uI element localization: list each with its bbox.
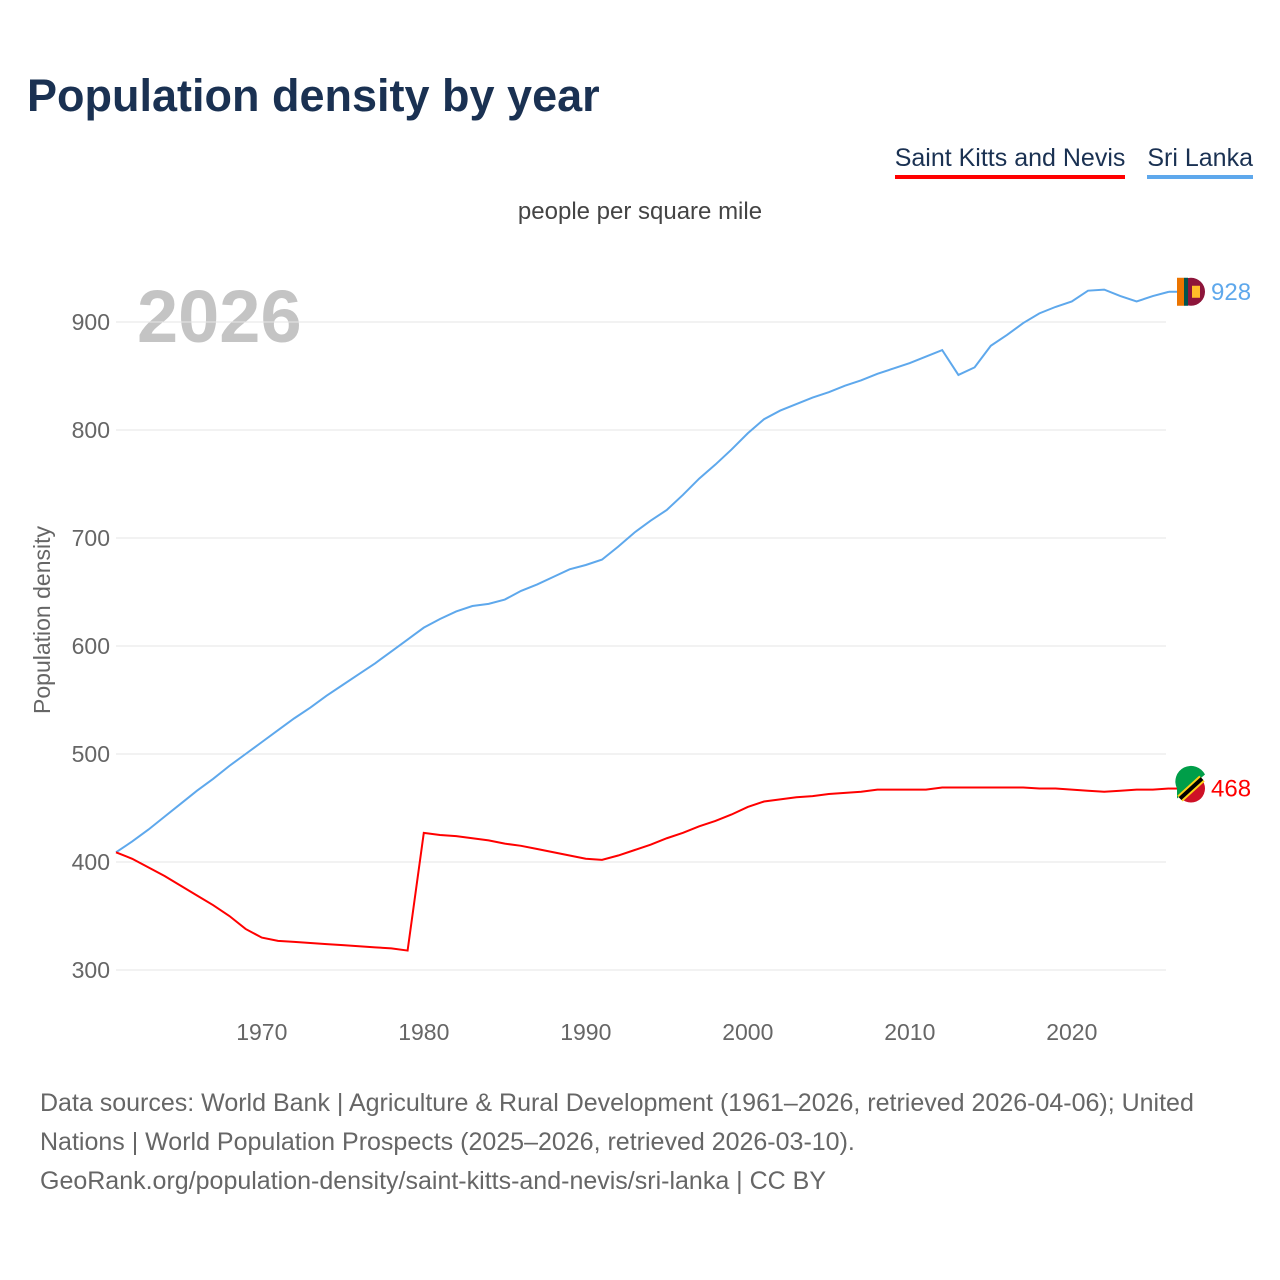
end-value-label: 928 (1211, 279, 1251, 306)
year-watermark: 2026 (137, 275, 302, 358)
footer: Data sources: World Bank | Agriculture &… (40, 1084, 1250, 1201)
x-tick-label: 1990 (560, 1019, 611, 1045)
x-tick-label: 2020 (1046, 1019, 1097, 1045)
y-tick-label: 700 (72, 525, 110, 551)
data-sources: Data sources: World Bank | Agriculture &… (40, 1089, 1194, 1156)
y-tick-label: 800 (72, 417, 110, 443)
x-tick-label: 2000 (722, 1019, 773, 1045)
series-line-saint-kitts-and-nevis (115, 786, 1170, 952)
legend-item-saint-kitts-and-nevis[interactable]: Saint Kitts and Nevis (894, 144, 1126, 179)
page-title: Population density by year (27, 70, 600, 121)
y-axis-label: Population density (29, 526, 55, 714)
x-tick-label: 1970 (236, 1019, 287, 1045)
x-tick-label: 1980 (398, 1019, 449, 1045)
flag-lion (1192, 285, 1200, 298)
chart-subtitle: people per square mile (517, 198, 763, 225)
y-tick-label: 400 (72, 849, 110, 875)
flag-green (1175, 765, 1205, 799)
y-tick-label: 300 (72, 957, 110, 983)
end-value-label: 468 (1211, 776, 1251, 803)
flag-stripe (1177, 277, 1184, 306)
x-tick-label: 2010 (884, 1019, 935, 1045)
legend: Saint Kitts and Nevis Sri Lanka (894, 144, 1253, 179)
flag-band-black (1178, 777, 1204, 801)
y-tick-label: 500 (72, 741, 110, 767)
y-tick-label: 900 (72, 309, 110, 335)
flag-stripe (1184, 277, 1188, 306)
legend-item-sri-lanka[interactable]: Sri Lanka (1147, 144, 1253, 179)
y-tick-label: 600 (72, 633, 110, 659)
attribution-link[interactable]: GeoRank.org/population-density/saint-kit… (40, 1167, 827, 1195)
series-line-sri-lanka (115, 288, 1170, 854)
